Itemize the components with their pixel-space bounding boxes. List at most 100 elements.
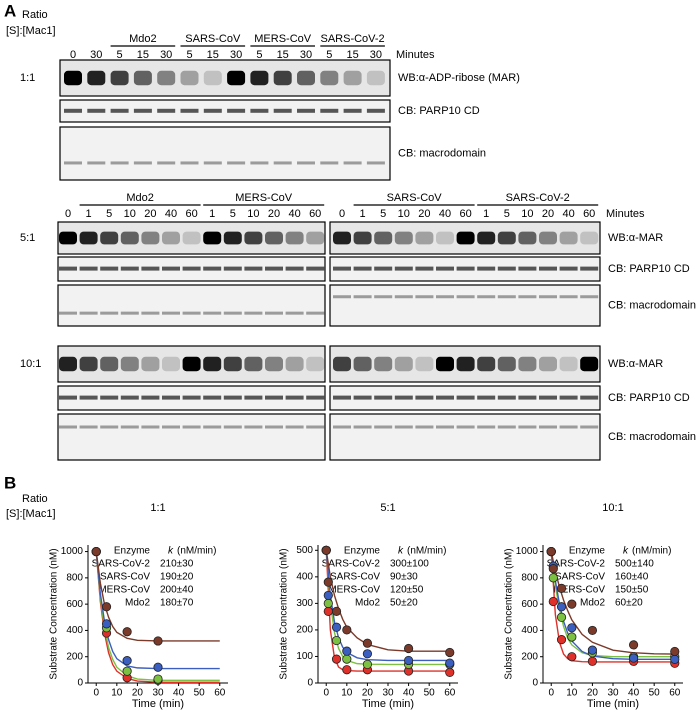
band <box>120 425 139 429</box>
band <box>580 295 599 299</box>
band <box>203 266 222 271</box>
blot <box>59 99 391 123</box>
band <box>415 231 434 245</box>
band <box>306 395 325 400</box>
band <box>250 161 269 165</box>
band <box>374 266 393 271</box>
data-point <box>331 635 342 646</box>
data-point <box>362 649 373 659</box>
data-point <box>567 652 577 662</box>
legend-rate: 200±40 <box>160 585 194 596</box>
x-tick-label: 10 <box>566 688 578 699</box>
time-label: 1 <box>360 208 366 220</box>
band <box>120 266 139 271</box>
data-point <box>445 647 455 658</box>
data-point <box>122 627 132 637</box>
ratio-title: Ratio <box>22 9 48 21</box>
legend-name: MERS-CoV <box>98 585 150 596</box>
data-point <box>122 656 132 666</box>
legend-rate: 90±30 <box>390 572 418 583</box>
band <box>374 425 393 429</box>
y-tick-label: 0 <box>532 678 538 689</box>
band <box>223 356 242 372</box>
group-label: MERS-CoV <box>235 192 293 204</box>
x-tick-label: 20 <box>587 688 599 699</box>
band <box>162 395 180 400</box>
band <box>203 70 222 86</box>
band <box>244 231 263 245</box>
time-label: 5 <box>230 208 236 220</box>
band <box>518 295 537 299</box>
time-label: 5 <box>326 49 332 61</box>
band <box>59 266 77 271</box>
x-tick-label: 10 <box>111 688 123 699</box>
band <box>59 356 77 372</box>
legend-header: (nM/min) <box>177 546 216 557</box>
data-point <box>101 602 112 612</box>
time-label: 10 <box>521 208 533 220</box>
band <box>333 425 351 429</box>
fit-line <box>95 551 220 642</box>
data-point <box>91 546 101 557</box>
band <box>497 425 516 429</box>
data-point <box>567 599 577 609</box>
data-point <box>403 655 414 666</box>
legend-header: k <box>398 546 404 557</box>
band <box>285 395 304 400</box>
legend-rate: 210±30 <box>160 559 194 570</box>
band <box>141 425 160 429</box>
band <box>415 295 434 299</box>
band <box>366 70 385 86</box>
band <box>100 311 119 315</box>
band <box>64 70 82 86</box>
time-label: 15 <box>277 49 289 61</box>
y-tick-label: 600 <box>521 599 538 610</box>
data-point <box>670 646 680 657</box>
band <box>497 231 516 245</box>
data-point <box>323 590 333 601</box>
band <box>223 395 242 400</box>
y-axis-label: Substrate Concentration (nM) <box>504 548 515 679</box>
band <box>182 266 201 271</box>
time-label: 40 <box>288 208 300 220</box>
band <box>182 231 201 245</box>
blot-label: CB: PARP10 CD <box>608 392 690 404</box>
group-label: SARS-CoV <box>185 33 241 45</box>
band <box>394 356 413 372</box>
x-axis-label: Time (min) <box>587 698 639 710</box>
band <box>353 266 372 271</box>
group-label: SARS-CoV-2 <box>320 33 384 45</box>
time-label: 60 <box>309 208 321 220</box>
band <box>374 295 393 299</box>
data-point <box>628 640 639 650</box>
band <box>559 266 578 271</box>
band <box>182 395 201 400</box>
band <box>394 395 413 400</box>
blot <box>329 413 601 461</box>
y-tick-label: 1000 <box>516 546 539 557</box>
band <box>120 311 139 315</box>
legend-name: SARS-CoV <box>100 572 150 583</box>
time-label: 60 <box>583 208 595 220</box>
band <box>59 231 77 245</box>
band <box>244 425 263 429</box>
band <box>162 356 180 372</box>
legend-rate: 60±20 <box>615 598 643 609</box>
band <box>436 395 454 400</box>
band <box>539 266 557 271</box>
time-label: 40 <box>439 208 451 220</box>
band <box>203 356 222 372</box>
time-label: 20 <box>144 208 156 220</box>
band <box>87 161 106 165</box>
time-label: 20 <box>268 208 280 220</box>
band <box>203 231 222 245</box>
band <box>518 266 537 271</box>
x-axis-label: Time (min) <box>132 698 184 710</box>
blot <box>329 284 601 327</box>
band <box>250 108 269 113</box>
band <box>333 231 351 245</box>
band <box>436 356 454 372</box>
data-point <box>331 622 342 632</box>
band <box>333 295 351 299</box>
